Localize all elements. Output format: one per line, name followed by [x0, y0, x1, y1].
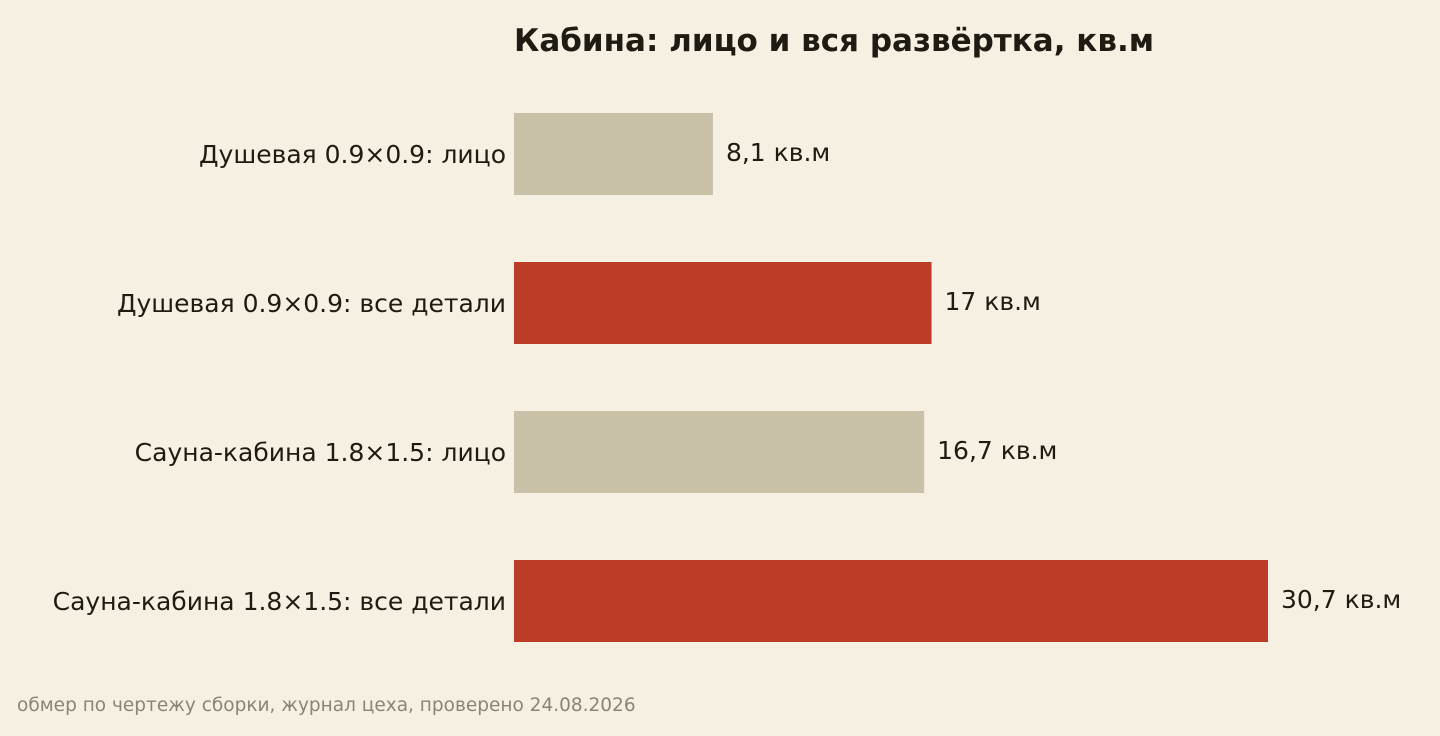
value-label-2: 17 кв.м: [945, 287, 1041, 316]
category-label-1: Душевая 0.9×0.9: лицо: [199, 140, 506, 169]
bars-group: Душевая 0.9×0.9: лицо 8,1 кв.м Душевая 0.9…: [53, 113, 1401, 642]
chart-title: Кабина: лицо и вся развёртка, кв.м: [514, 23, 1154, 59]
value-label-4: 30,7 кв.м: [1281, 585, 1401, 614]
bar-4: [514, 560, 1268, 642]
bar-3: [514, 411, 925, 493]
value-label-3: 16,7 кв.м: [937, 436, 1057, 465]
bar-1: [514, 113, 713, 195]
category-label-2: Душевая 0.9×0.9: все детали: [117, 289, 506, 318]
value-label-1: 8,1 кв.м: [726, 138, 830, 167]
bar-2: [514, 262, 932, 344]
category-label-4: Сауна-кабина 1.8×1.5: все детали: [53, 587, 506, 616]
source-note: обмер по чертежу сборки, журнал цеха, пр…: [17, 695, 636, 716]
category-label-3: Сауна-кабина 1.8×1.5: лицо: [135, 438, 506, 467]
